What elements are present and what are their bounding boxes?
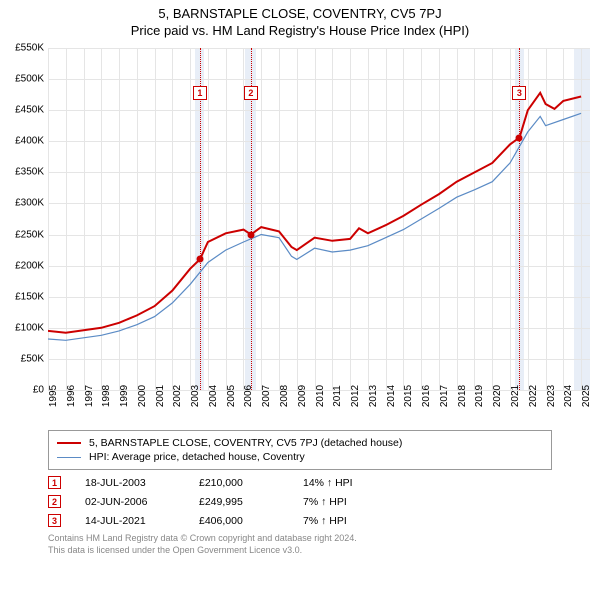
y-tick-label: £50K: [2, 353, 44, 364]
chart-area: £0£50K£100K£150K£200K£250K£300K£350K£400…: [48, 48, 590, 418]
legend-row: 5, BARNSTAPLE CLOSE, COVENTRY, CV5 7PJ (…: [57, 437, 543, 449]
series-line: [48, 93, 581, 333]
footer-line-1: Contains HM Land Registry data © Crown c…: [48, 533, 552, 545]
sales-row: 3 14-JUL-2021 £406,000 7% ↑ HPI: [48, 514, 552, 527]
y-tick-label: £350K: [2, 167, 44, 178]
sales-date: 14-JUL-2021: [85, 515, 175, 527]
footer: Contains HM Land Registry data © Crown c…: [48, 533, 552, 556]
sales-price: £406,000: [199, 515, 279, 527]
sales-marker: 1: [48, 476, 61, 489]
sales-pct: 7% ↑ HPI: [303, 496, 383, 508]
y-tick-label: £100K: [2, 322, 44, 333]
legend-swatch: [57, 457, 81, 458]
legend-label: 5, BARNSTAPLE CLOSE, COVENTRY, CV5 7PJ (…: [89, 437, 402, 449]
y-tick-label: £150K: [2, 291, 44, 302]
title-block: 5, BARNSTAPLE CLOSE, COVENTRY, CV5 7PJ P…: [0, 0, 600, 38]
y-tick-label: £200K: [2, 260, 44, 271]
footer-line-2: This data is licensed under the Open Gov…: [48, 545, 552, 557]
title-sub: Price paid vs. HM Land Registry's House …: [0, 23, 600, 38]
y-tick-label: £450K: [2, 105, 44, 116]
sales-date: 02-JUN-2006: [85, 496, 175, 508]
sales-marker: 3: [48, 514, 61, 527]
sales-row: 2 02-JUN-2006 £249,995 7% ↑ HPI: [48, 495, 552, 508]
sales-price: £210,000: [199, 477, 279, 489]
sales-date: 18-JUL-2003: [85, 477, 175, 489]
legend-box: 5, BARNSTAPLE CLOSE, COVENTRY, CV5 7PJ (…: [48, 430, 552, 470]
legend-label: HPI: Average price, detached house, Cove…: [89, 451, 305, 463]
y-tick-label: £250K: [2, 229, 44, 240]
chart-container: 5, BARNSTAPLE CLOSE, COVENTRY, CV5 7PJ P…: [0, 0, 600, 590]
series-line: [48, 113, 581, 340]
line-layer: [48, 48, 590, 390]
sales-price: £249,995: [199, 496, 279, 508]
y-tick-label: £500K: [2, 74, 44, 85]
y-tick-label: £300K: [2, 198, 44, 209]
sales-pct: 14% ↑ HPI: [303, 477, 383, 489]
sales-pct: 7% ↑ HPI: [303, 515, 383, 527]
legend-swatch: [57, 442, 81, 444]
title-main: 5, BARNSTAPLE CLOSE, COVENTRY, CV5 7PJ: [0, 6, 600, 21]
y-tick-label: £550K: [2, 43, 44, 54]
sales-row: 1 18-JUL-2003 £210,000 14% ↑ HPI: [48, 476, 552, 489]
legend-row: HPI: Average price, detached house, Cove…: [57, 451, 543, 463]
marker-dot: [247, 231, 254, 238]
marker-dot: [516, 134, 523, 141]
marker-dot: [196, 256, 203, 263]
sales-table: 1 18-JUL-2003 £210,000 14% ↑ HPI 2 02-JUN-200…: [48, 476, 552, 527]
plot-region: £0£50K£100K£150K£200K£250K£300K£350K£400…: [48, 48, 590, 390]
sales-marker: 2: [48, 495, 61, 508]
y-tick-label: £400K: [2, 136, 44, 147]
y-tick-label: £0: [2, 385, 44, 396]
